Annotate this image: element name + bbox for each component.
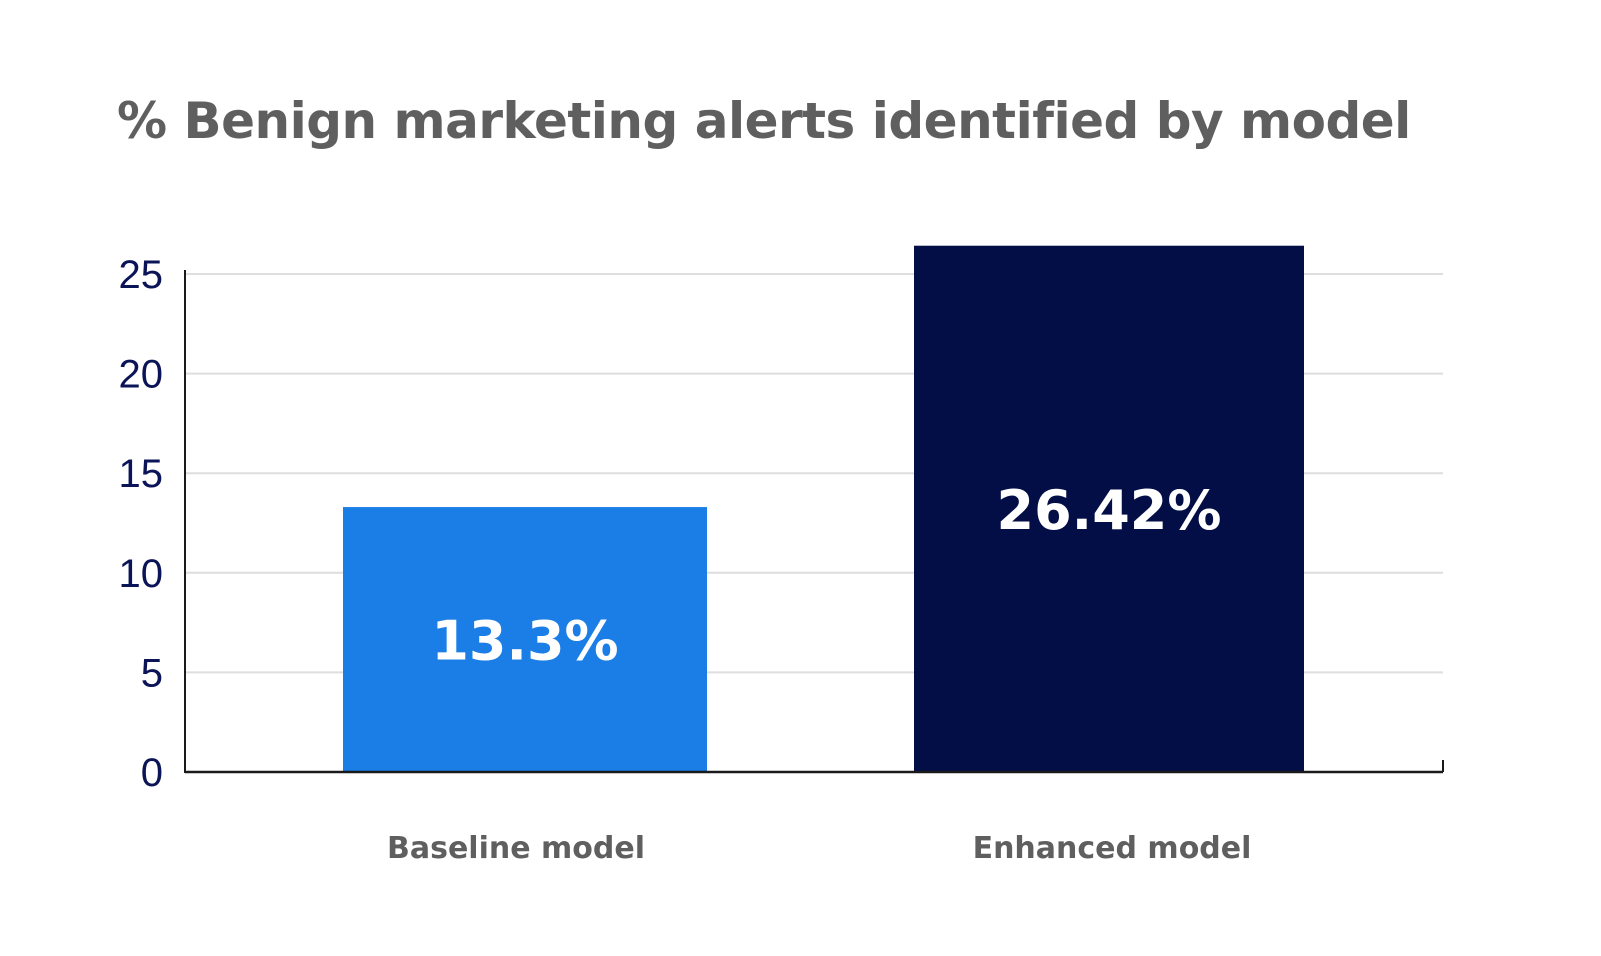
x-category-labels: Baseline model Enhanced model	[387, 831, 1251, 866]
y-tick-label: 10	[119, 552, 164, 596]
data-labels: 13.3% 26.42%	[431, 479, 1221, 673]
bars	[343, 245, 1304, 772]
bar-enhanced-model	[914, 245, 1304, 772]
chart-title: % Benign marketing alerts identified by …	[117, 92, 1411, 150]
y-tick-label: 25	[119, 253, 164, 297]
axes	[184, 270, 1444, 774]
y-tick-label: 15	[119, 452, 164, 496]
y-tick-label: 0	[141, 751, 163, 795]
x-category-label: Baseline model	[387, 831, 645, 866]
y-tick-label: 5	[141, 651, 163, 695]
data-label: 26.42%	[997, 479, 1222, 542]
bar-baseline-model	[343, 507, 707, 772]
data-label: 13.3%	[431, 610, 618, 673]
x-category-label: Enhanced model	[973, 831, 1252, 866]
y-tick-label: 20	[119, 353, 164, 397]
y-tick-labels: 0 5 10 15 20 25	[119, 253, 164, 795]
